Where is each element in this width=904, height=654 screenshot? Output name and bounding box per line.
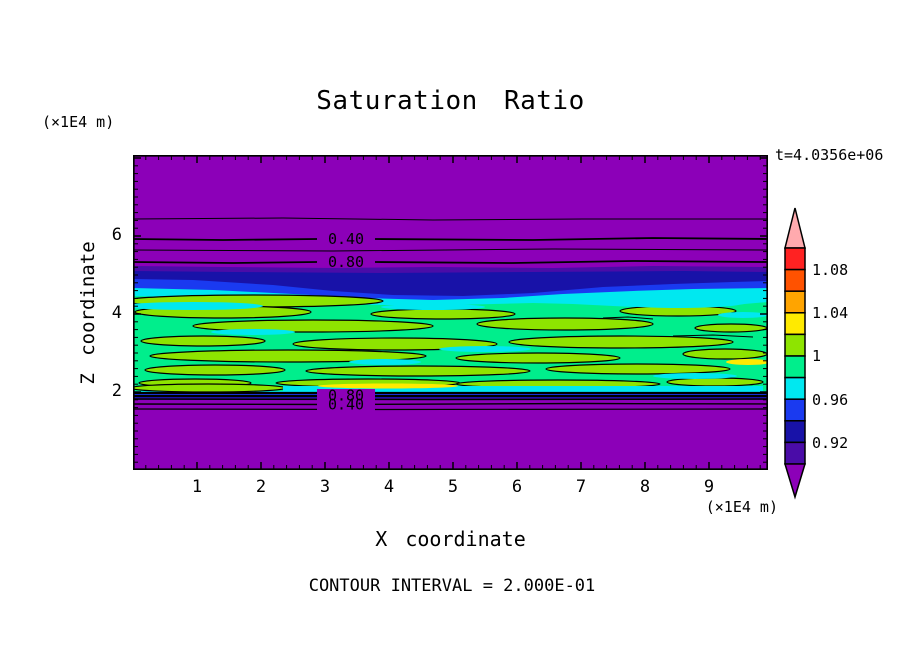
colorbar-block bbox=[784, 398, 806, 422]
colorbar-block bbox=[784, 355, 806, 379]
x-tick-label: 5 bbox=[447, 477, 459, 497]
colorbar-block bbox=[784, 420, 806, 444]
colorbar-block bbox=[784, 268, 806, 292]
x-tick-label: 7 bbox=[575, 477, 587, 497]
svg-text:0.80: 0.80 bbox=[328, 253, 364, 271]
colorbar-under-arrow bbox=[783, 463, 807, 500]
x-tick-label: 8 bbox=[639, 477, 651, 497]
upper-contour-lines-group bbox=[133, 217, 768, 264]
svg-text:0.40: 0.40 bbox=[328, 230, 364, 248]
colorbar-block bbox=[784, 376, 806, 400]
time-annotation: t=4.0356e+06 bbox=[775, 146, 884, 164]
y-axis-unit-label: (×1E4 m) bbox=[42, 113, 115, 131]
colorbar-svg bbox=[783, 207, 807, 500]
upper-contour-labels: 0.40 0.80 bbox=[328, 230, 364, 271]
colorbar-tick-label: 1.04 bbox=[812, 304, 849, 323]
colorbar-tick-label: 1.08 bbox=[812, 261, 849, 279]
contour-interval-note: CONTOUR INTERVAL = 2.000E-01 bbox=[308, 576, 596, 596]
colorbar-block bbox=[784, 333, 806, 357]
lower-contour-labels: 0.800.40 bbox=[328, 387, 364, 414]
x-tick-label: 1 bbox=[191, 477, 203, 497]
inner-patches-group bbox=[133, 296, 768, 391]
colorbar-over-arrow bbox=[784, 207, 806, 249]
lower-contour-group bbox=[133, 389, 768, 470]
svg-text:0.40: 0.40 bbox=[328, 396, 364, 414]
plot-frame bbox=[133, 155, 768, 470]
colorbar-block bbox=[784, 312, 806, 336]
colorbar-block bbox=[784, 290, 806, 314]
contour-plot-svg: 0.400.800.800.40 bbox=[133, 155, 768, 470]
colorbar-tick-label: 0.92 bbox=[812, 433, 849, 452]
y-tick-label: 6 bbox=[111, 225, 122, 245]
colorbar-tick-label: 1 bbox=[812, 347, 822, 366]
x-axis-unit-label: (×1E4 m) bbox=[705, 498, 778, 516]
x-axis-title: X coordinate bbox=[375, 527, 526, 551]
x-tick-label: 4 bbox=[383, 477, 395, 497]
colorbar-block bbox=[784, 247, 806, 271]
x-tick-label: 3 bbox=[319, 477, 331, 497]
x-tick-label: 9 bbox=[703, 477, 715, 497]
y-tick-label: 4 bbox=[111, 303, 122, 323]
colorbar-tick-label: 0.96 bbox=[812, 390, 849, 409]
y-tick-label: 2 bbox=[111, 381, 122, 401]
chart-title: Saturation Ratio bbox=[316, 86, 585, 116]
colorbar bbox=[775, 198, 904, 508]
x-tick-label: 2 bbox=[255, 477, 267, 497]
x-tick-label: 6 bbox=[511, 477, 523, 497]
stray-contour-lines bbox=[602, 316, 754, 338]
colorbar-block bbox=[784, 441, 806, 465]
contour-plot-area: 0.40 0.80 0.80 0.40 bbox=[133, 155, 768, 470]
svg-text:0.80: 0.80 bbox=[328, 387, 364, 405]
